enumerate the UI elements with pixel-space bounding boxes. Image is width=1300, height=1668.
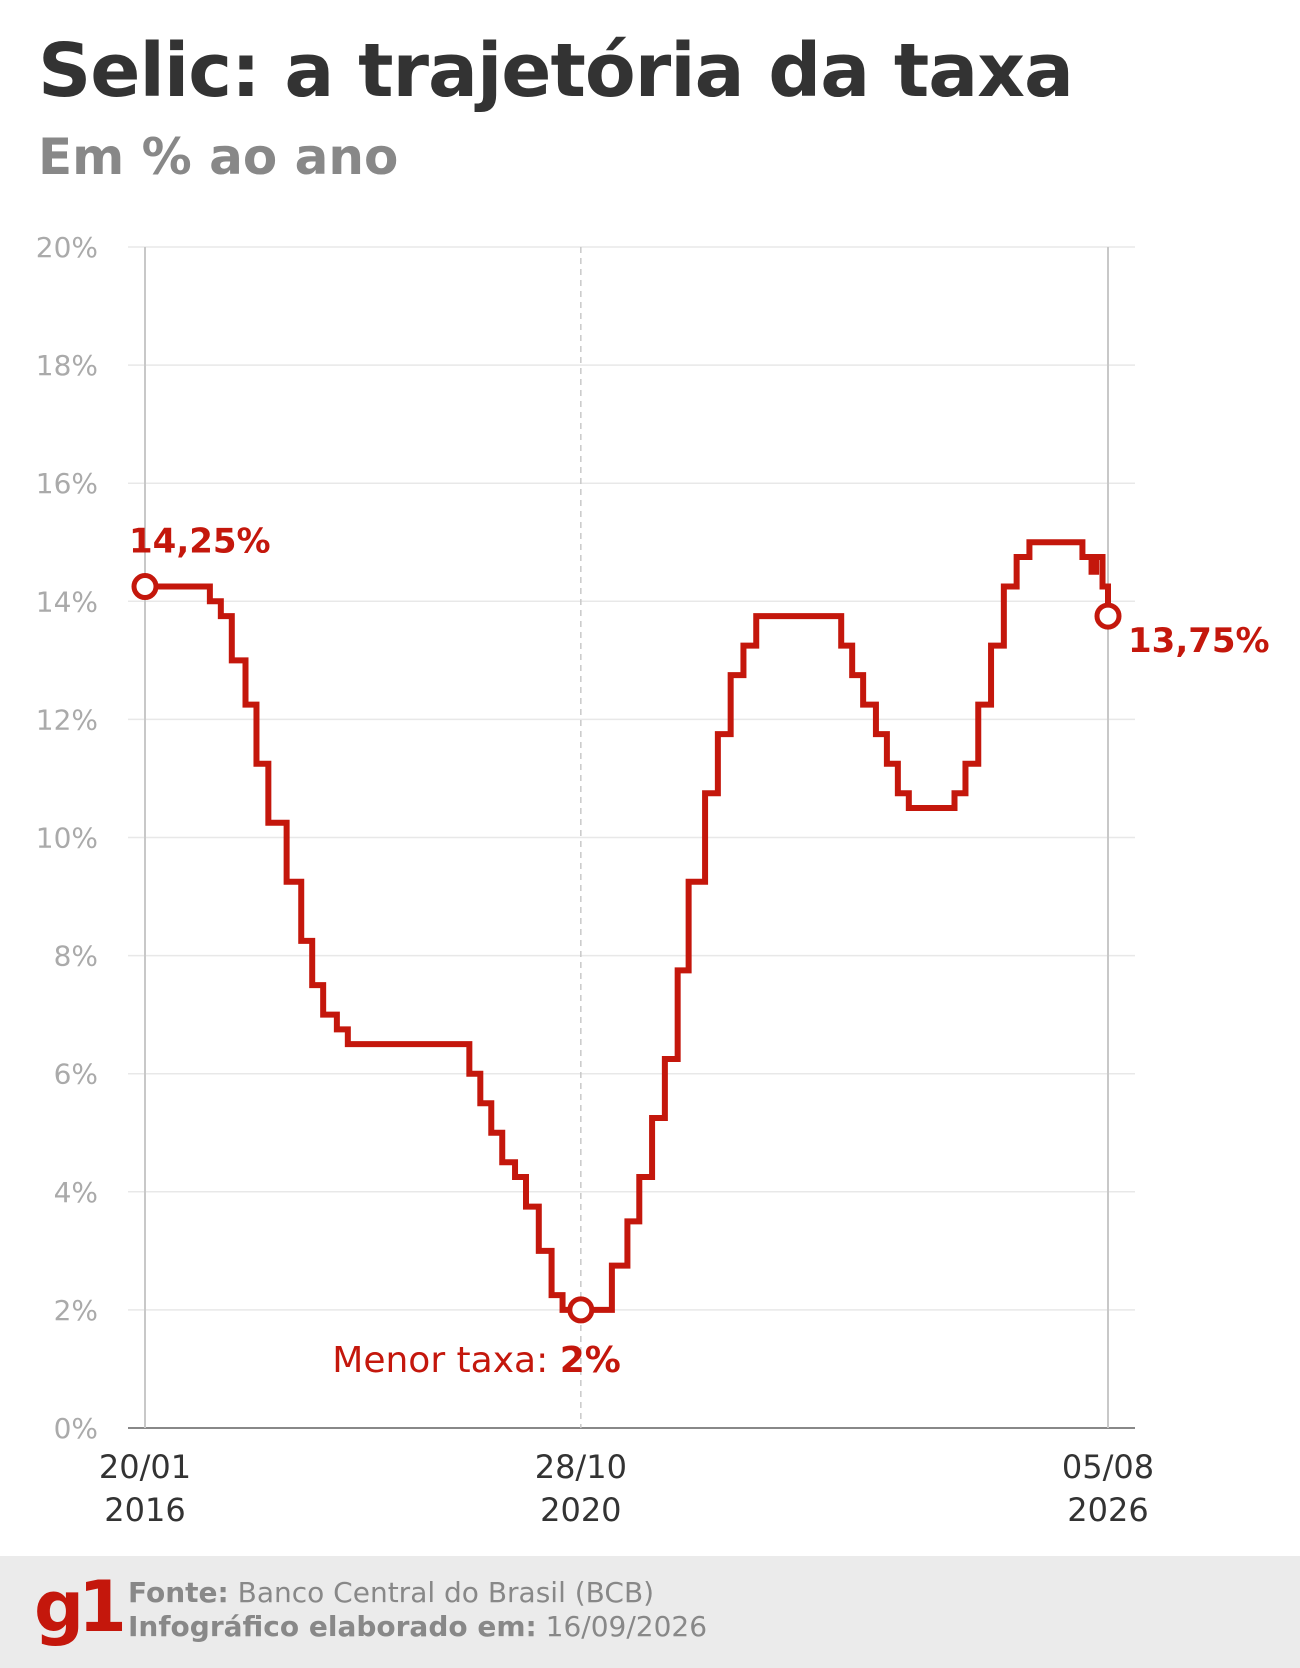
source-label: Fonte: — [128, 1576, 229, 1609]
x-tick-label: 2016 — [104, 1491, 185, 1529]
x-tick-label: 20/01 — [99, 1448, 191, 1486]
annotation-prefix: Menor taxa: — [332, 1340, 559, 1381]
y-tick-label: 14% — [36, 585, 98, 618]
selic-step-chart: 0% 2% 4% 6% 8% 10% 12% 14% 16% 18% 20% 20/01 2016 28/… — [36, 231, 1270, 1529]
y-tick-label: 18% — [36, 349, 98, 382]
data-label: 14,25% — [129, 522, 271, 562]
date-value: 16/09/2026 — [545, 1610, 708, 1643]
x-tick-label: 2026 — [1067, 1491, 1148, 1529]
y-tick-label: 20% — [36, 231, 98, 264]
footer: g1 Fonte: Banco Central do Brasil (BCB) … — [0, 1556, 1300, 1668]
y-tick-label: 10% — [36, 822, 98, 855]
g1-logo: g1 — [34, 1566, 127, 1648]
chart-subtitle: Em % ao ano — [38, 128, 399, 186]
source-line: Fonte: Banco Central do Brasil (BCB) — [128, 1576, 654, 1609]
x-tick-label: 05/08 — [1062, 1448, 1154, 1486]
y-tick-label: 6% — [54, 1058, 98, 1091]
y-tick-label: 16% — [36, 467, 98, 500]
source-value: Banco Central do Brasil (BCB) — [237, 1576, 655, 1609]
chart-title: Selic: a trajetória da taxa — [38, 28, 1074, 114]
y-tick-label: 2% — [54, 1294, 98, 1327]
y-tick-label: 8% — [54, 940, 98, 973]
date-label: Infográfico elaborado em: — [128, 1610, 537, 1643]
y-tick-label: 4% — [54, 1176, 98, 1209]
date-line: Infográfico elaborado em: 16/09/2026 — [128, 1610, 707, 1643]
annotation-value: 2% — [560, 1340, 621, 1381]
data-label: Menor taxa: 2% — [332, 1340, 621, 1381]
x-tick-label: 2020 — [540, 1491, 621, 1529]
x-tick-label: 28/10 — [535, 1448, 627, 1486]
y-tick-label: 0% — [54, 1412, 98, 1445]
y-tick-label: 12% — [36, 703, 98, 736]
data-point-marker — [1094, 602, 1122, 630]
data-point-marker — [131, 573, 159, 601]
data-point-marker — [567, 1296, 595, 1324]
data-label: 13,75% — [1128, 621, 1270, 661]
selic-series-line — [145, 539, 1111, 1313]
